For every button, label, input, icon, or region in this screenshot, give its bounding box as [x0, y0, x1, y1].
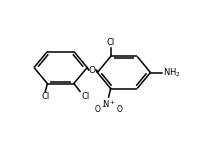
Text: Cl: Cl [81, 92, 89, 101]
Text: N$^+$: N$^+$ [101, 98, 115, 110]
Text: NH$_2$: NH$_2$ [162, 66, 179, 79]
Text: Cl: Cl [41, 93, 49, 102]
Text: Cl: Cl [106, 38, 114, 47]
Text: O$^-$    O: O$^-$ O [93, 103, 123, 114]
Text: O: O [88, 66, 95, 75]
